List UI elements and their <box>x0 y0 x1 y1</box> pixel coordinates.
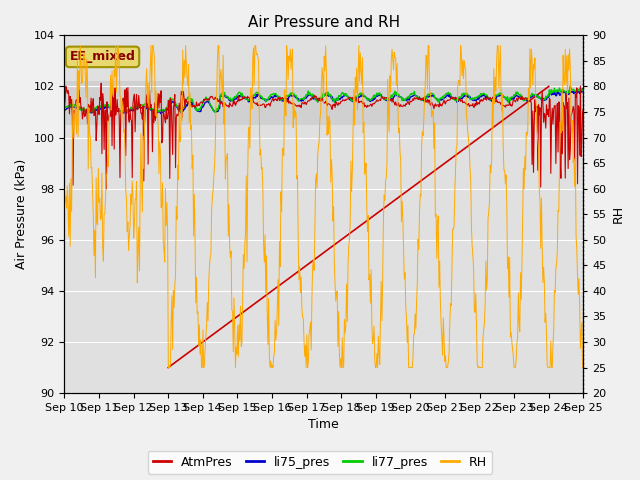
Legend: AtmPres, li75_pres, li77_pres, RH: AtmPres, li75_pres, li77_pres, RH <box>148 451 492 474</box>
Title: Air Pressure and RH: Air Pressure and RH <box>248 15 400 30</box>
Text: EE_mixed: EE_mixed <box>70 50 136 63</box>
Y-axis label: Air Pressure (kPa): Air Pressure (kPa) <box>15 159 28 269</box>
Y-axis label: RH: RH <box>612 205 625 223</box>
X-axis label: Time: Time <box>308 419 339 432</box>
Bar <box>65 81 583 125</box>
